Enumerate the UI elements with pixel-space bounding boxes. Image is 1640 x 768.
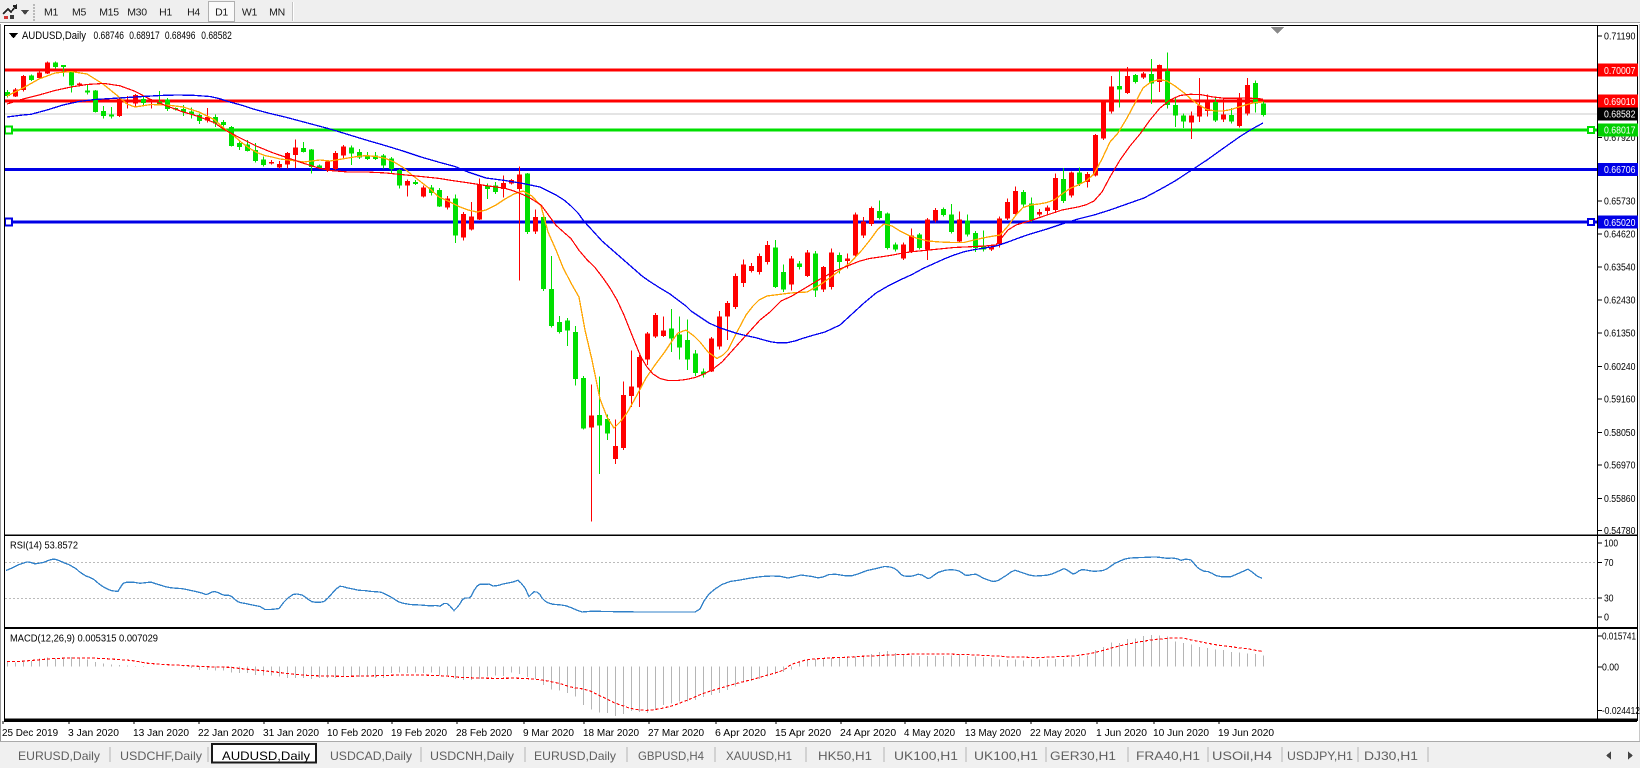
svg-text:0.68496: 0.68496: [165, 30, 196, 42]
svg-text:27 Mar 2020: 27 Mar 2020: [648, 728, 705, 739]
svg-text:19 Jun 2020: 19 Jun 2020: [1218, 728, 1275, 739]
svg-text:0.54780: 0.54780: [1604, 526, 1636, 537]
svg-text:M30: M30: [127, 7, 147, 19]
svg-text:0.56970: 0.56970: [1604, 460, 1636, 471]
svg-text:70: 70: [1604, 558, 1614, 569]
svg-text:GBPUSD,H4: GBPUSD,H4: [638, 749, 704, 763]
svg-text:0.68917: 0.68917: [129, 30, 160, 42]
svg-text:USOil,H4: USOil,H4: [1212, 749, 1272, 763]
svg-text:1 Jun 2020: 1 Jun 2020: [1096, 728, 1147, 739]
svg-text:D1: D1: [215, 7, 228, 19]
svg-text:22 Jan 2020: 22 Jan 2020: [198, 728, 255, 739]
svg-text:0.71190: 0.71190: [1604, 32, 1636, 43]
svg-text:AUDUSD,Daily: AUDUSD,Daily: [22, 30, 86, 42]
svg-text:DJ30,H1: DJ30,H1: [1364, 749, 1418, 763]
svg-text:RSI(14) 53.8572: RSI(14) 53.8572: [10, 541, 78, 552]
svg-text:0.015741: 0.015741: [1602, 632, 1636, 643]
svg-text:FRA40,H1: FRA40,H1: [1136, 749, 1200, 763]
svg-text:USDCNH,Daily: USDCNH,Daily: [430, 749, 514, 763]
svg-text:H4: H4: [187, 7, 200, 19]
svg-text:EURUSD,Daily: EURUSD,Daily: [534, 749, 616, 763]
svg-text:0.68017: 0.68017: [1604, 126, 1636, 137]
svg-text:31 Jan 2020: 31 Jan 2020: [263, 728, 320, 739]
svg-text:0.59160: 0.59160: [1604, 394, 1636, 405]
svg-text:0.65020: 0.65020: [1604, 218, 1636, 229]
svg-text:USDCHF,Daily: USDCHF,Daily: [120, 749, 202, 763]
svg-text:0.64620: 0.64620: [1604, 230, 1636, 241]
svg-text:0.58050: 0.58050: [1604, 428, 1636, 439]
svg-text:MN: MN: [269, 7, 285, 19]
svg-text:0.68582: 0.68582: [1604, 110, 1636, 121]
svg-text:MACD(12,26,9) 0.005315 0.00702: MACD(12,26,9) 0.005315 0.007029: [10, 634, 158, 645]
svg-text:6 Apr 2020: 6 Apr 2020: [715, 728, 766, 739]
svg-text:3 Jan 2020: 3 Jan 2020: [68, 728, 119, 739]
svg-text:13 May 2020: 13 May 2020: [965, 728, 1022, 739]
svg-text:0.55860: 0.55860: [1604, 494, 1636, 505]
svg-text:30: 30: [1604, 594, 1614, 605]
svg-text:W1: W1: [242, 7, 258, 19]
svg-text:H1: H1: [159, 7, 172, 19]
svg-text:0.63540: 0.63540: [1604, 262, 1636, 273]
svg-text:15 Apr 2020: 15 Apr 2020: [775, 728, 832, 739]
svg-text:USDJPY,H1: USDJPY,H1: [1287, 749, 1353, 763]
svg-text:9 Mar 2020: 9 Mar 2020: [523, 728, 574, 739]
svg-text:M15: M15: [99, 7, 119, 19]
svg-text:28 Feb 2020: 28 Feb 2020: [456, 728, 513, 739]
svg-text:0.65730: 0.65730: [1604, 196, 1636, 207]
svg-text:0.68746: 0.68746: [94, 30, 125, 42]
svg-text:XAUUSD,H1: XAUUSD,H1: [726, 749, 792, 763]
svg-text:EURUSD,Daily: EURUSD,Daily: [18, 749, 100, 763]
svg-text:10 Jun 2020: 10 Jun 2020: [1153, 728, 1210, 739]
svg-text:-0.024412: -0.024412: [1602, 706, 1640, 717]
svg-text:M1: M1: [44, 7, 58, 19]
svg-text:0.62430: 0.62430: [1604, 296, 1636, 307]
svg-text:24 Apr 2020: 24 Apr 2020: [840, 728, 897, 739]
svg-text:4 May 2020: 4 May 2020: [904, 728, 955, 739]
svg-text:22 May 2020: 22 May 2020: [1030, 728, 1087, 739]
svg-text:100: 100: [1604, 539, 1618, 550]
svg-text:0.00: 0.00: [1602, 663, 1619, 674]
svg-text:19 Feb 2020: 19 Feb 2020: [391, 728, 448, 739]
svg-text:18 Mar 2020: 18 Mar 2020: [583, 728, 640, 739]
svg-text:0.70007: 0.70007: [1604, 66, 1636, 77]
svg-text:0.66706: 0.66706: [1604, 165, 1636, 176]
svg-text:0.69010: 0.69010: [1604, 97, 1636, 108]
svg-text:0.67920: 0.67920: [1604, 133, 1636, 144]
svg-text:0.61350: 0.61350: [1604, 328, 1636, 339]
svg-text:USDCAD,Daily: USDCAD,Daily: [330, 749, 412, 763]
svg-text:10 Feb 2020: 10 Feb 2020: [327, 728, 384, 739]
svg-text:HK50,H1: HK50,H1: [818, 749, 872, 763]
svg-text:13 Jan 2020: 13 Jan 2020: [133, 728, 190, 739]
svg-text:0: 0: [1604, 613, 1609, 624]
svg-text:GER30,H1: GER30,H1: [1050, 749, 1116, 763]
svg-text:UK100,H1: UK100,H1: [974, 749, 1038, 763]
svg-text:M5: M5: [72, 7, 86, 19]
svg-text:0.60240: 0.60240: [1604, 362, 1636, 373]
svg-text:UK100,H1: UK100,H1: [894, 749, 958, 763]
svg-text:25 Dec 2019: 25 Dec 2019: [2, 728, 59, 739]
svg-text:0.68582: 0.68582: [201, 30, 232, 42]
svg-text:AUDUSD,Daily: AUDUSD,Daily: [222, 749, 310, 763]
